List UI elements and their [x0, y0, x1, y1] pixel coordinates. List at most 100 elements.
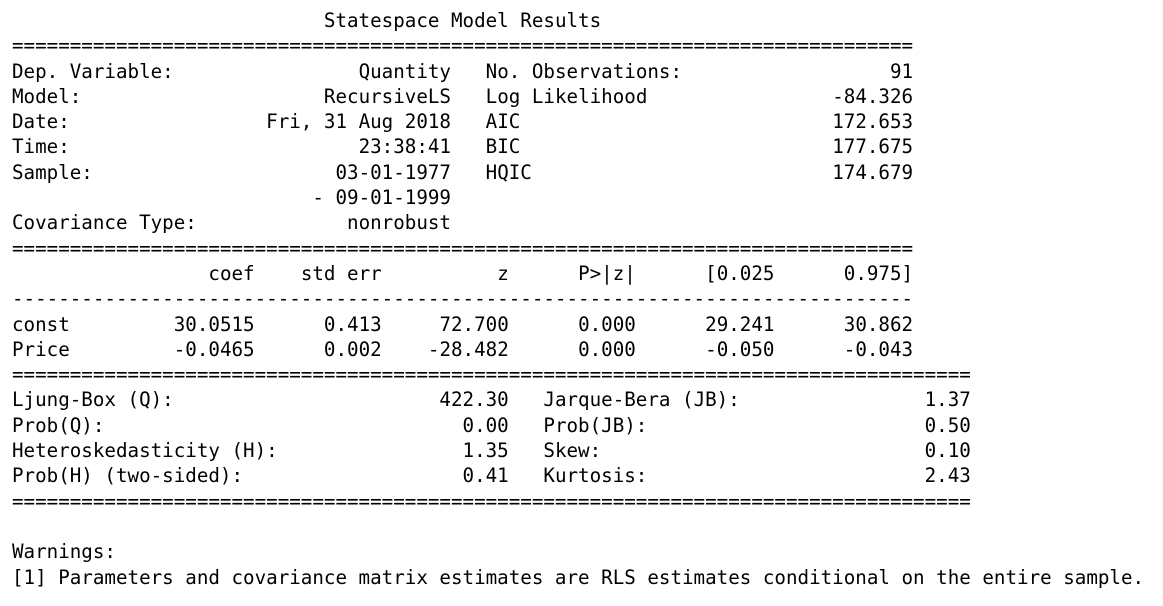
warning-text: [1] Parameters and covariance matrix est…: [12, 565, 1145, 589]
summary-right-value: 174.679: [682, 160, 914, 184]
summary-row: Covariance Type: nonrobust: [12, 210, 1144, 235]
spacer: [12, 9, 324, 32]
spacer: [451, 186, 486, 209]
coef-cell: 0.413: [254, 312, 382, 336]
summary-right-value: [682, 186, 913, 209]
coef-cell: -0.043: [774, 337, 914, 361]
diagnostic-right-label: Kurtosis:: [543, 464, 775, 488]
summary-right-value: 177.675: [682, 135, 914, 159]
coef-cell: 30.0515: [127, 312, 255, 336]
diagnostic-right-value: 2.43: [774, 464, 971, 488]
spacer: [451, 110, 486, 133]
diagnostic-right-value: 0.50: [774, 413, 971, 437]
summary-row: - 09-01-1999: [12, 185, 1144, 210]
diagnostic-row: Heteroskedasticity (H): 1.35 Skew: 0.10: [12, 438, 1144, 463]
coef-row-name: Price: [12, 337, 128, 361]
coef-row: const 30.0515 0.413 72.700 0.000 29.241 …: [12, 312, 1144, 337]
summary-left-value: Fri, 31 Aug 2018: [196, 110, 451, 134]
spacer: [509, 439, 544, 462]
report-title: Statespace Model Results: [323, 9, 602, 32]
summary-right-label: [486, 186, 682, 209]
diagnostic-left-value: 0.00: [335, 413, 509, 437]
coef-column-header: 0.975]: [774, 261, 914, 285]
summary-left-value: RecursiveLS: [196, 84, 451, 108]
summary-row: Model: RecursiveLS Log Likelihood -84.32…: [12, 84, 1144, 109]
summary-left-value: nonrobust: [196, 211, 451, 235]
diagnostic-left-value: 0.41: [335, 464, 509, 488]
summary-left-value: 23:38:41: [196, 135, 451, 159]
coef-column-header: coef: [127, 261, 255, 285]
summary-right-label: AIC: [485, 110, 683, 134]
summary-left-label: Dep. Variable:: [12, 59, 197, 83]
summary-row: Time: 23:38:41 BIC 177.675: [12, 134, 1144, 159]
coef-row-name: const: [12, 312, 128, 336]
rule-coef: ----------------------------------------…: [12, 286, 1144, 311]
coef-cell: -0.050: [635, 337, 775, 361]
spacer: [451, 161, 486, 184]
spacer: [12, 262, 128, 285]
summary-left-value: Quantity: [196, 59, 451, 83]
spacer: [451, 85, 486, 108]
coef-column-header: z: [381, 261, 509, 285]
rule-coef-end: ========================================…: [12, 362, 1144, 387]
coef-cell: 0.000: [508, 312, 636, 336]
diagnostic-left-value: 1.35: [335, 439, 509, 463]
summary-row: Dep. Variable: Quantity No. Observations…: [12, 59, 1144, 84]
diagnostic-left-label: Prob(H) (two-sided):: [12, 464, 336, 488]
diagnostic-left-label: Heteroskedasticity (H):: [12, 439, 336, 463]
separator-rule: ========================================…: [12, 489, 971, 513]
summary-right-value: [682, 211, 913, 234]
regression-report: Statespace Model Results ================…: [12, 8, 1144, 590]
coef-column-header: [0.025: [635, 261, 775, 285]
rule-summary: ========================================…: [12, 236, 1144, 261]
warning-line: [1] Parameters and covariance matrix est…: [12, 565, 1144, 590]
diagnostic-row: Ljung-Box (Q): 422.30 Jarque-Bera (JB): …: [12, 387, 1144, 412]
rule-top: ========================================…: [12, 33, 1144, 58]
summary-right-label: [486, 211, 682, 234]
spacer: [451, 60, 486, 83]
warnings-heading: Warnings:: [12, 540, 116, 564]
summary-left-label: [12, 186, 197, 209]
spacer: [509, 388, 544, 411]
coef-cell: 0.002: [254, 337, 382, 361]
summary-left-label: Time:: [12, 135, 197, 159]
spacer: [451, 135, 486, 158]
separator-rule: ----------------------------------------…: [12, 287, 914, 311]
summary-right-label: No. Observations:: [485, 59, 683, 83]
spacer: [509, 464, 544, 487]
diagnostic-left-value: 422.30: [335, 388, 509, 412]
diagnostic-right-label: Jarque-Bera (JB):: [543, 388, 775, 412]
coef-cell: -28.482: [381, 337, 509, 361]
summary-right-label: Log Likelihood: [485, 84, 683, 108]
diagnostic-left-label: Ljung-Box (Q):: [12, 388, 336, 412]
diagnostic-left-label: Prob(Q):: [12, 413, 336, 437]
coef-cell: 0.000: [508, 337, 636, 361]
summary-right-label: BIC: [485, 135, 683, 159]
summary-row: Sample: 03-01-1977 HQIC 174.679: [12, 160, 1144, 185]
summary-row: Date: Fri, 31 Aug 2018 AIC 172.653: [12, 109, 1144, 134]
rule-diagnostics-end: ========================================…: [12, 489, 1144, 514]
diagnostic-right-value: 1.37: [774, 388, 971, 412]
separator-rule: ========================================…: [12, 236, 914, 260]
coef-cell: 72.700: [381, 312, 509, 336]
summary-right-value: 172.653: [682, 110, 914, 134]
coef-header-row: coef std err z P>|z| [0.025 0.975]: [12, 261, 1144, 286]
diagnostic-right-label: Skew:: [543, 439, 775, 463]
spacer: [451, 211, 486, 234]
separator-rule: ========================================…: [12, 34, 914, 58]
summary-right-label: HQIC: [485, 160, 683, 184]
summary-left-label: Model:: [12, 84, 197, 108]
summary-right-value: 91: [682, 59, 914, 83]
coef-column-header: std err: [254, 261, 382, 285]
report-title-line: Statespace Model Results: [12, 8, 1144, 33]
summary-left-value: 03-01-1977: [196, 160, 451, 184]
spacer: [509, 414, 544, 437]
diagnostic-row: Prob(H) (two-sided): 0.41 Kurtosis: 2.43: [12, 463, 1144, 488]
diagnostic-row: Prob(Q): 0.00 Prob(JB): 0.50: [12, 413, 1144, 438]
warnings-heading-line: Warnings:: [12, 539, 1144, 564]
blank-line: [12, 514, 1144, 539]
summary-left-label: Covariance Type:: [12, 211, 197, 235]
diagnostic-right-value: 0.10: [774, 439, 971, 463]
separator-rule: ========================================…: [12, 363, 971, 387]
diagnostic-right-label: Prob(JB):: [543, 413, 775, 437]
